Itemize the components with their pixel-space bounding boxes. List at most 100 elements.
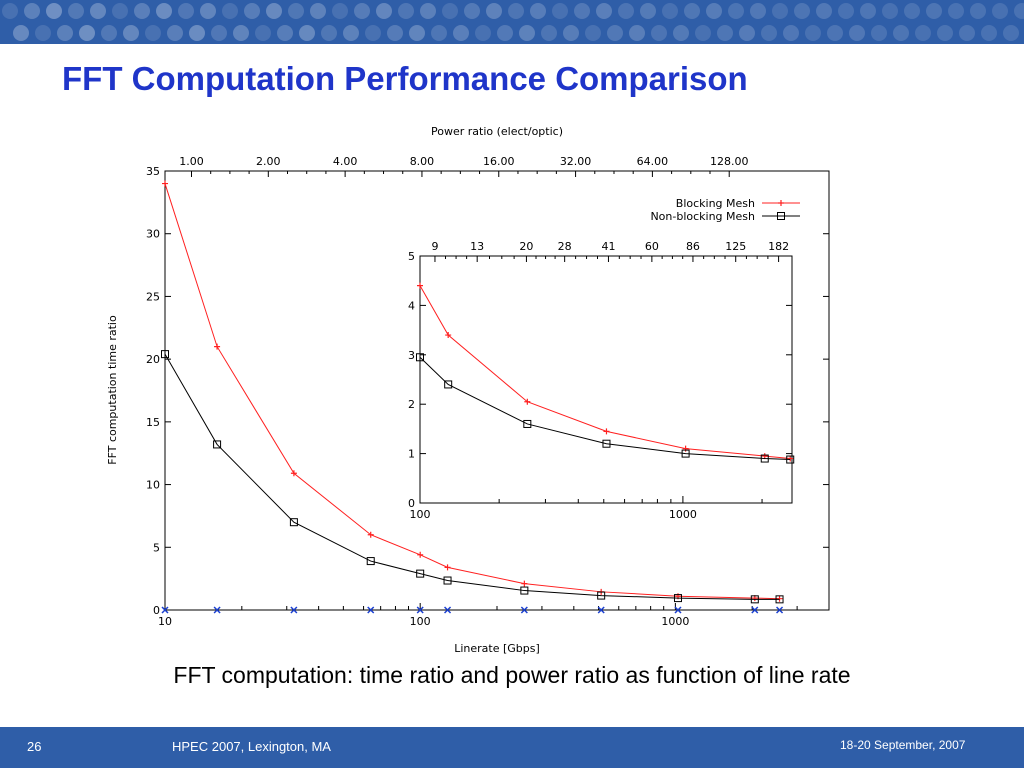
main-y-tick-label: 25 — [146, 290, 160, 303]
banner-dot — [959, 25, 975, 41]
main-y-tick-label: 20 — [146, 353, 160, 366]
banner-dot — [398, 3, 414, 19]
header-banner — [0, 0, 1024, 44]
banner-dot — [255, 25, 271, 41]
banner-dot — [937, 25, 953, 41]
inset-x-tick-label: 100 — [410, 508, 431, 521]
banner-dot — [486, 3, 502, 19]
banner-dot — [233, 25, 249, 41]
inset-plot-background — [420, 256, 792, 503]
main-point-blocking — [521, 580, 528, 587]
banner-dot — [365, 25, 381, 41]
banner-dot — [90, 3, 106, 19]
banner-dot — [882, 3, 898, 19]
banner-dot — [13, 25, 29, 41]
main-y-tick-label: 0 — [153, 604, 160, 617]
banner-dot — [827, 25, 843, 41]
inset-point-blocking — [417, 282, 423, 289]
banner-dot — [387, 25, 403, 41]
main-top-tick-label: 16.00 — [483, 155, 515, 168]
banner-dot — [1014, 3, 1024, 19]
main-zero-point — [290, 606, 298, 614]
slide-title: FFT Computation Performance Comparison — [62, 60, 748, 97]
banner-dot — [409, 25, 425, 41]
banner-dot — [68, 3, 84, 19]
banner-dot — [79, 25, 95, 41]
banner-dot — [596, 3, 612, 19]
slide-number: 26 — [27, 739, 42, 754]
banner-dot — [629, 25, 645, 41]
header-decoration — [2, 3, 1024, 41]
inset-top-tick-label: 125 — [725, 240, 746, 253]
main-y-tick-label: 5 — [153, 541, 160, 554]
inset-top-tick-label: 182 — [768, 240, 789, 253]
main-x-tick-label: 100 — [410, 615, 431, 628]
banner-dot — [794, 3, 810, 19]
main-zero-point — [751, 606, 759, 614]
banner-dot — [497, 25, 513, 41]
main-zero-point — [776, 606, 784, 614]
banner-dot — [420, 3, 436, 19]
legend-label-blocking: Blocking Mesh — [676, 197, 755, 210]
banner-dot — [35, 25, 51, 41]
banner-dot — [24, 3, 40, 19]
main-zero-point — [416, 606, 424, 614]
banner-dot — [893, 25, 909, 41]
banner-dot — [453, 25, 469, 41]
banner-dot — [156, 3, 172, 19]
main-point-blocking — [162, 180, 168, 187]
banner-dot — [57, 25, 73, 41]
inset-top-tick-label: 41 — [601, 240, 615, 253]
inset-y-tick-label: 3 — [408, 349, 415, 362]
banner-dot — [695, 25, 711, 41]
banner-dot — [981, 25, 997, 41]
banner-dot — [915, 25, 931, 41]
main-y-tick-label: 10 — [146, 479, 160, 492]
banner-dot — [640, 3, 656, 19]
banner-dot — [145, 25, 161, 41]
inset-plot-frame — [419, 255, 793, 504]
banner-dot — [123, 25, 139, 41]
banner-dot — [970, 3, 986, 19]
banner-dot — [772, 3, 788, 19]
banner-dot — [552, 3, 568, 19]
chart-caption: FFT computation: time ratio and power ra… — [173, 662, 851, 688]
main-top-tick-label: 128.00 — [710, 155, 749, 168]
banner-dot — [871, 25, 887, 41]
banner-dot — [442, 3, 458, 19]
main-zero-point — [367, 606, 375, 614]
main-point-nonblocking — [520, 586, 529, 595]
inset-point-nonblocking — [416, 353, 424, 362]
main-top-tick-label: 32.00 — [560, 155, 592, 168]
main-y-tick-label: 15 — [146, 416, 160, 429]
inset-top-tick-label: 86 — [686, 240, 700, 253]
banner-dot — [376, 3, 392, 19]
legend-marker-nonblocking — [777, 212, 785, 220]
main-top-tick-label: 2.00 — [256, 155, 281, 168]
inset-point-nonblocking — [681, 449, 690, 458]
main-y-tick-label: 35 — [146, 165, 160, 178]
banner-dot — [717, 25, 733, 41]
banner-dot — [992, 3, 1008, 19]
conference-date: 18-20 September, 2007 — [840, 738, 966, 752]
banner-dot — [816, 3, 832, 19]
main-x-tick-label: 10 — [158, 615, 172, 628]
main-zero-point — [597, 606, 605, 614]
legend-marker-blocking — [778, 200, 784, 206]
banner-dot — [299, 25, 315, 41]
main-x-tick-label: 1000 — [661, 615, 689, 628]
banner-dot — [651, 25, 667, 41]
main-zero-point — [213, 606, 221, 614]
banner-dot — [706, 3, 722, 19]
banner-dot — [618, 3, 634, 19]
banner-dot — [134, 3, 150, 19]
main-point-blocking — [776, 595, 783, 602]
legend-label-nonblocking: Non-blocking Mesh — [650, 210, 755, 223]
banner-dot — [728, 3, 744, 19]
main-point-nonblocking — [289, 518, 298, 527]
banner-dot — [508, 3, 524, 19]
inset-point-nonblocking — [760, 454, 769, 463]
banner-dot — [112, 3, 128, 19]
banner-dot — [673, 25, 689, 41]
inset-y-tick-label: 0 — [408, 497, 415, 510]
